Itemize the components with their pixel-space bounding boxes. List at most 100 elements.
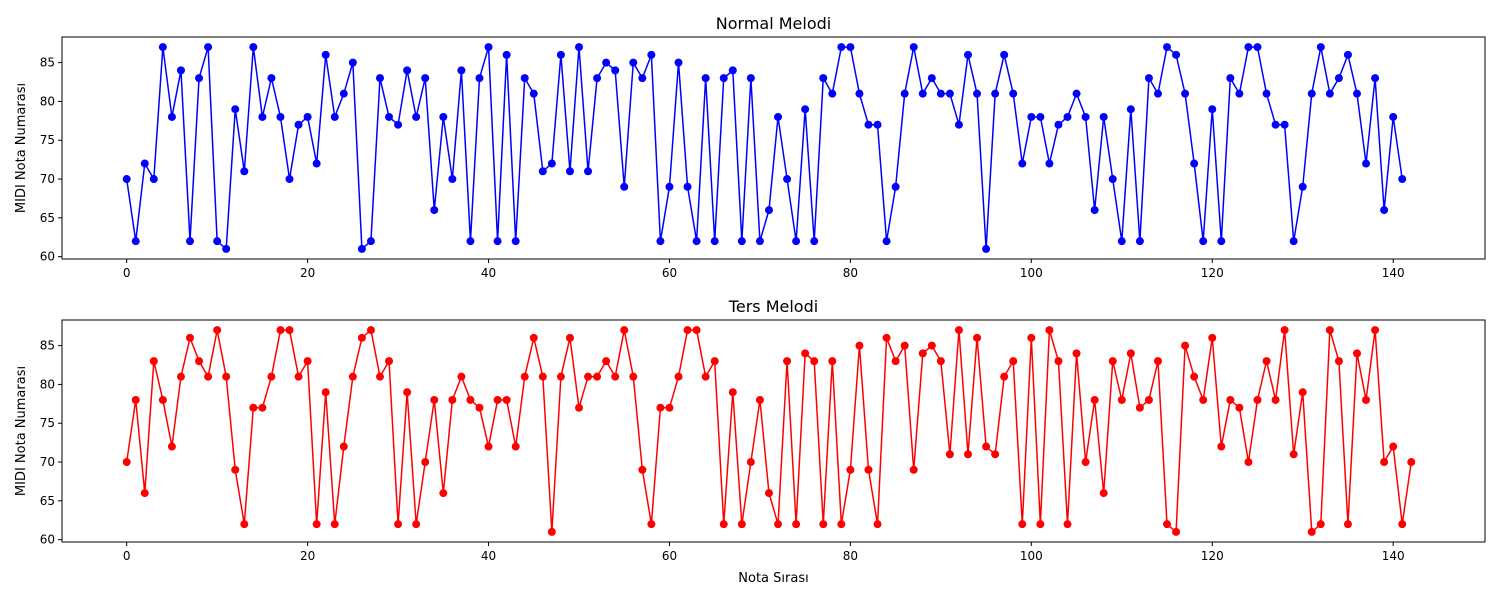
data-point — [945, 450, 954, 459]
data-point — [755, 237, 764, 246]
data-point — [348, 372, 357, 381]
data-point — [792, 237, 801, 246]
data-point — [973, 89, 982, 98]
data-point — [484, 442, 493, 451]
data-point — [1181, 341, 1190, 350]
data-point — [1126, 105, 1135, 114]
data-point — [385, 357, 394, 366]
x-tick-label: 100 — [1020, 266, 1043, 280]
data-point — [1334, 357, 1343, 366]
data-point — [1199, 237, 1208, 246]
data-point — [1135, 237, 1144, 246]
data-point — [1371, 326, 1380, 335]
data-point — [176, 66, 185, 75]
y-axis-label: MIDI Nota Numarası — [14, 366, 29, 496]
data-point — [1163, 520, 1172, 529]
data-point — [991, 89, 1000, 98]
data-point — [674, 372, 683, 381]
x-tick-label: 80 — [843, 266, 858, 280]
data-point — [882, 237, 891, 246]
data-point — [1190, 372, 1199, 381]
y-tick-label: 60 — [40, 250, 55, 264]
data-point — [1398, 175, 1407, 184]
y-axis-label: MIDI Nota Numarası — [14, 83, 29, 213]
y-tick-label: 65 — [40, 494, 55, 508]
data-point — [620, 326, 629, 335]
data-point — [1144, 395, 1153, 404]
data-point — [312, 520, 321, 529]
data-point — [864, 465, 873, 474]
data-point — [1081, 458, 1090, 467]
data-point — [267, 74, 276, 83]
data-point — [1126, 349, 1135, 358]
data-point — [1380, 206, 1389, 215]
data-point — [1398, 520, 1407, 529]
data-point — [321, 388, 330, 397]
data-point — [954, 326, 963, 335]
data-point — [593, 372, 602, 381]
x-tick-label: 20 — [300, 549, 315, 563]
data-point — [1307, 89, 1316, 98]
data-point — [855, 89, 864, 98]
data-point — [1090, 206, 1099, 215]
data-point — [1352, 89, 1361, 98]
data-point — [855, 341, 864, 350]
data-point — [1244, 458, 1253, 467]
data-point — [584, 167, 593, 176]
data-point — [412, 520, 421, 529]
x-axis-ticks: 0 20 40 60 80 100 120 140 — [123, 542, 1405, 563]
data-point — [131, 237, 140, 246]
data-point — [1009, 89, 1018, 98]
data-point — [982, 442, 991, 451]
data-point — [1280, 326, 1289, 335]
data-point — [195, 74, 204, 83]
data-point — [593, 74, 602, 83]
data-point — [719, 520, 728, 529]
data-point — [240, 520, 249, 529]
data-point — [1117, 395, 1126, 404]
data-point — [819, 520, 828, 529]
data-point — [1325, 326, 1334, 335]
x-tick-label: 80 — [843, 549, 858, 563]
data-point — [692, 237, 701, 246]
data-point — [1289, 237, 1298, 246]
data-point — [258, 403, 267, 412]
data-point — [475, 74, 484, 83]
data-point — [222, 244, 231, 253]
data-point — [900, 89, 909, 98]
data-point — [466, 237, 475, 246]
data-point — [918, 349, 927, 358]
data-point — [810, 357, 819, 366]
data-point — [936, 89, 945, 98]
x-tick-label: 0 — [123, 266, 131, 280]
data-point — [701, 372, 710, 381]
x-tick-label: 140 — [1382, 549, 1405, 563]
data-point — [556, 50, 565, 59]
data-point — [158, 43, 167, 52]
data-point — [511, 237, 520, 246]
data-point — [964, 450, 972, 459]
data-point — [330, 520, 339, 529]
data-point — [1099, 489, 1108, 498]
data-point — [1362, 159, 1371, 168]
data-point — [1371, 74, 1380, 83]
data-point — [828, 357, 837, 366]
data-point — [1235, 89, 1244, 98]
y-tick-label: 75 — [40, 416, 55, 430]
data-point — [810, 237, 819, 246]
data-point — [1343, 50, 1352, 59]
data-point — [1316, 520, 1325, 529]
data-point — [1217, 237, 1226, 246]
data-point — [285, 326, 294, 335]
series-ters-melodi — [122, 326, 1416, 536]
data-point — [565, 167, 574, 176]
data-point — [249, 403, 258, 412]
data-point — [1190, 159, 1199, 168]
data-point — [330, 112, 339, 121]
data-point — [122, 175, 131, 184]
data-point — [656, 403, 665, 412]
y-tick-label: 70 — [40, 455, 55, 469]
x-tick-label: 0 — [123, 549, 131, 563]
normal-melody-chart: Normal Melodi MIDI Nota Numarası 0 20 40 60… — [14, 14, 1486, 280]
data-point — [1108, 175, 1117, 184]
